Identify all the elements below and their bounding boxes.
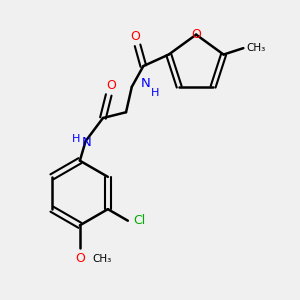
Text: N: N: [141, 77, 151, 90]
Text: N: N: [82, 136, 92, 149]
Text: CH₃: CH₃: [247, 43, 266, 53]
Text: H: H: [151, 88, 159, 98]
Text: CH₃: CH₃: [93, 254, 112, 264]
Text: O: O: [191, 28, 201, 41]
Text: Cl: Cl: [134, 214, 146, 227]
Text: H: H: [72, 134, 81, 144]
Text: O: O: [75, 252, 85, 265]
Text: O: O: [106, 79, 116, 92]
Text: O: O: [130, 30, 140, 43]
